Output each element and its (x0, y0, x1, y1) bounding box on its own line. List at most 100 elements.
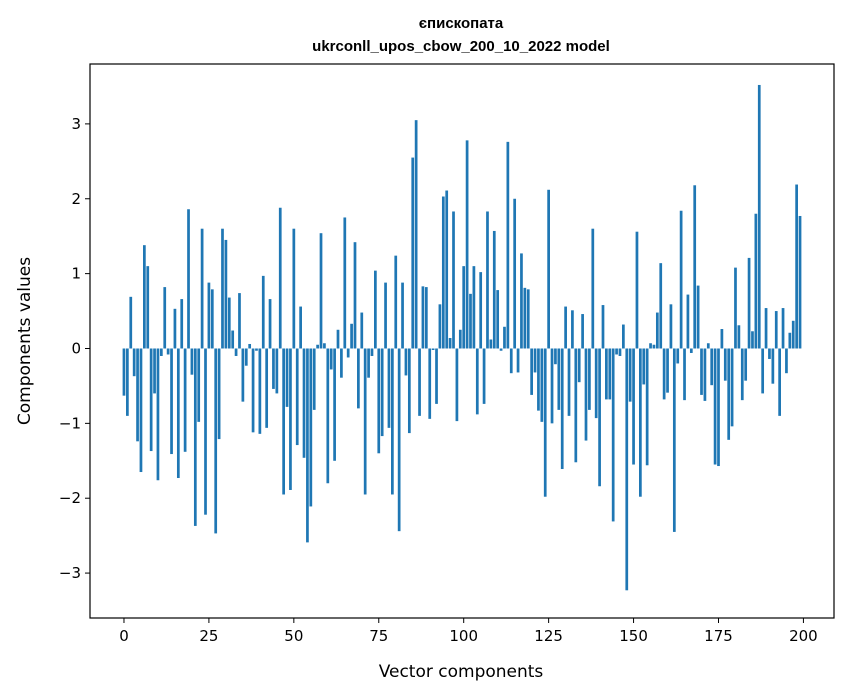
bar (492, 230, 496, 349)
bar (380, 348, 384, 437)
bar (465, 140, 469, 349)
bar (275, 348, 279, 394)
bar (734, 267, 737, 349)
bar (441, 196, 445, 349)
bar (771, 348, 775, 384)
bar (788, 332, 792, 349)
bar (411, 157, 415, 349)
x-tick-label: 0 (119, 627, 129, 645)
bar (363, 348, 367, 495)
bar (798, 215, 802, 349)
bar (126, 348, 129, 416)
bar (193, 348, 197, 526)
bar (486, 211, 489, 349)
bar (244, 348, 248, 366)
bar (499, 348, 503, 351)
bar (710, 348, 714, 386)
bar (513, 198, 517, 349)
y-tick-label: 1 (71, 265, 81, 283)
bar (129, 296, 133, 349)
bar (706, 343, 710, 349)
bar (180, 299, 184, 349)
bar (251, 348, 255, 433)
bar (622, 324, 625, 349)
bar (407, 348, 411, 434)
bar (421, 286, 425, 349)
bar (261, 275, 265, 349)
bar (414, 120, 418, 349)
bar (598, 348, 601, 487)
bar (625, 348, 629, 591)
bar (156, 348, 160, 481)
chart-title: єпископата (419, 15, 504, 32)
bar (472, 266, 476, 349)
bar (292, 228, 296, 349)
bar (146, 266, 150, 349)
bar (319, 233, 323, 349)
bar (387, 348, 391, 428)
bar (424, 287, 428, 349)
y-axis-ticks: −3 −2 −1 0 1 2 3 (59, 115, 90, 582)
bar (642, 348, 646, 385)
bar (377, 348, 381, 454)
bar (693, 185, 697, 349)
bar (391, 348, 394, 495)
x-axis-ticks: 0 25 50 75 100 125 150 175 200 (119, 618, 818, 645)
bar (143, 245, 146, 349)
bar (360, 312, 364, 349)
bar (628, 348, 632, 402)
bar (618, 348, 622, 356)
y-axis-label: Components values (15, 257, 35, 425)
bar (639, 348, 642, 497)
bar (757, 84, 761, 349)
bar (333, 348, 336, 461)
bar (659, 263, 663, 349)
bar (214, 348, 218, 534)
bar (418, 348, 421, 416)
bar (778, 348, 781, 416)
bar (170, 348, 173, 455)
bar (611, 348, 615, 522)
bar (655, 312, 659, 349)
bar (217, 348, 221, 440)
bar (221, 228, 224, 349)
bar (503, 326, 506, 349)
bar (370, 348, 374, 356)
bar (686, 294, 690, 349)
bar (285, 348, 289, 407)
bar (581, 314, 584, 349)
bar (384, 282, 387, 349)
chart-subtitle: ukrconll_upos_cbow_200_10_2022 model (312, 38, 610, 55)
bar (795, 184, 798, 349)
bar (652, 344, 656, 349)
y-tick-label: 3 (71, 115, 81, 133)
bar (163, 287, 167, 349)
bar (700, 348, 703, 395)
bar (187, 209, 190, 349)
bar (159, 348, 163, 356)
y-tick-label: −1 (59, 414, 81, 432)
bar (632, 348, 635, 465)
bar (353, 242, 357, 349)
bar (676, 348, 680, 364)
bar (615, 348, 618, 355)
bar (462, 266, 466, 349)
bar (299, 306, 302, 349)
bar (720, 329, 724, 349)
bar (166, 348, 170, 355)
bar (774, 311, 778, 349)
bar (153, 348, 156, 394)
x-tick-label: 200 (789, 627, 818, 645)
bar (458, 329, 462, 349)
bar (520, 253, 523, 349)
bar (543, 348, 547, 497)
bar (183, 348, 187, 452)
bar (282, 348, 285, 495)
bars-group (122, 84, 802, 591)
x-tick-label: 75 (369, 627, 388, 645)
bar (234, 348, 238, 356)
bar (737, 325, 741, 349)
bar (289, 348, 292, 490)
bar (662, 348, 666, 400)
bar (136, 348, 139, 442)
